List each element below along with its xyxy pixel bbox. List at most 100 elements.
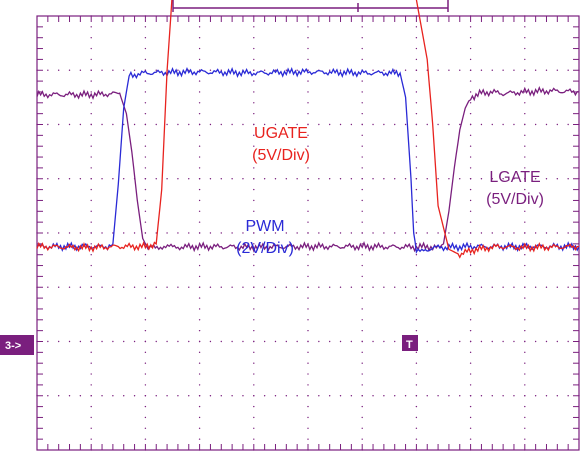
grid-dot: [253, 178, 255, 180]
grid-dot: [90, 405, 92, 408]
grid-dot: [307, 123, 309, 126]
grid-dot: [415, 145, 418, 147]
grid-dot: [567, 232, 569, 234]
waveform-traces: [36, 0, 580, 259]
grid-dot: [556, 178, 559, 180]
grid-dot: [524, 188, 526, 191]
grid-dot: [90, 69, 92, 71]
grid-dot: [123, 395, 125, 397]
grid-dot: [480, 395, 483, 397]
grid-dot: [307, 297, 309, 299]
grid-dot: [307, 156, 309, 158]
grid-dot: [177, 340, 179, 343]
grid-dot: [524, 167, 526, 169]
grid-dot: [144, 102, 147, 104]
grid-dot: [188, 395, 190, 397]
grid-dot: [155, 232, 157, 234]
trace-pwm: [36, 66, 580, 255]
grid-dot: [79, 232, 82, 234]
grid-dot: [123, 286, 125, 288]
grid-dot: [556, 123, 559, 126]
grid-dot: [545, 340, 548, 343]
grid-dot: [296, 178, 298, 180]
grid-dot: [513, 69, 515, 71]
grid-dot: [144, 199, 147, 202]
grid-dot: [459, 340, 461, 343]
grid-dot: [231, 178, 233, 180]
grid-dot: [415, 156, 418, 158]
grid-dot: [502, 123, 504, 126]
grid-dot: [144, 156, 147, 158]
grid-dot: [469, 26, 472, 28]
grid-dot: [469, 167, 472, 169]
grid-dot: [415, 26, 418, 28]
grid-dot: [524, 351, 526, 354]
grid-dot: [198, 405, 201, 408]
grid-dot: [307, 329, 309, 332]
grid-dot: [469, 91, 472, 93]
grid-dot: [426, 123, 428, 126]
grid-dot: [480, 178, 483, 180]
grid-dot: [253, 351, 255, 354]
grid-dot: [68, 286, 71, 288]
grid-dot: [144, 351, 147, 354]
grid-dot: [90, 112, 92, 115]
grid-dot: [307, 134, 309, 137]
grid-dot: [469, 199, 472, 202]
grid-dot: [90, 80, 92, 82]
grid-dot: [253, 221, 255, 223]
grid-dot: [144, 264, 147, 267]
grid-dot: [469, 308, 472, 310]
grid-dot: [469, 416, 472, 419]
grid-dot: [198, 37, 201, 39]
grid-dot: [437, 286, 439, 288]
grid-dot: [144, 91, 147, 93]
grid-dot: [328, 69, 331, 71]
grid-dot: [524, 395, 526, 397]
grid-dot: [90, 384, 92, 386]
grid-dot: [57, 69, 60, 71]
grid-dot: [383, 178, 385, 180]
grid-dot: [90, 102, 92, 104]
grid-dot: [534, 286, 537, 288]
grid-dot: [567, 123, 569, 126]
grid-dot: [372, 123, 374, 126]
grid-dot: [198, 384, 201, 386]
grid-dot: [90, 264, 92, 267]
grid-dot: [415, 308, 418, 310]
trigger-marker-text: T: [406, 339, 413, 351]
grid-dot: [328, 286, 331, 288]
grid-dot: [556, 340, 559, 343]
grid-dot: [361, 37, 363, 39]
grid-dot: [383, 340, 385, 343]
grid-dot: [361, 427, 363, 429]
grid-dot: [502, 340, 504, 343]
grid-dot: [296, 69, 298, 71]
grid-dot: [524, 112, 526, 115]
grid-dot: [198, 47, 201, 50]
grid-dot: [394, 232, 396, 234]
grid-dot: [307, 308, 309, 310]
grid-dot: [469, 362, 472, 364]
grid-dot: [198, 167, 201, 169]
grid-dot: [524, 264, 526, 267]
grid-dot: [415, 362, 418, 364]
grid-dot: [415, 384, 418, 386]
grid-dot: [123, 178, 125, 180]
grid-dot: [285, 395, 288, 397]
grid-dot: [253, 112, 255, 115]
grid-dot: [469, 275, 472, 278]
grid-dot: [307, 210, 309, 212]
grid-dot: [144, 329, 147, 332]
grid-dot: [383, 395, 385, 397]
grid-dot: [253, 145, 255, 147]
grid-dot: [209, 178, 212, 180]
grid-dot: [79, 123, 82, 126]
grid-dot: [198, 58, 201, 61]
grid-dot: [57, 340, 60, 343]
grid-dot: [394, 178, 396, 180]
grid-dot: [415, 112, 418, 115]
grid-dot: [123, 69, 125, 71]
trigger-marker: T: [402, 335, 418, 351]
grid-dot: [361, 167, 363, 169]
